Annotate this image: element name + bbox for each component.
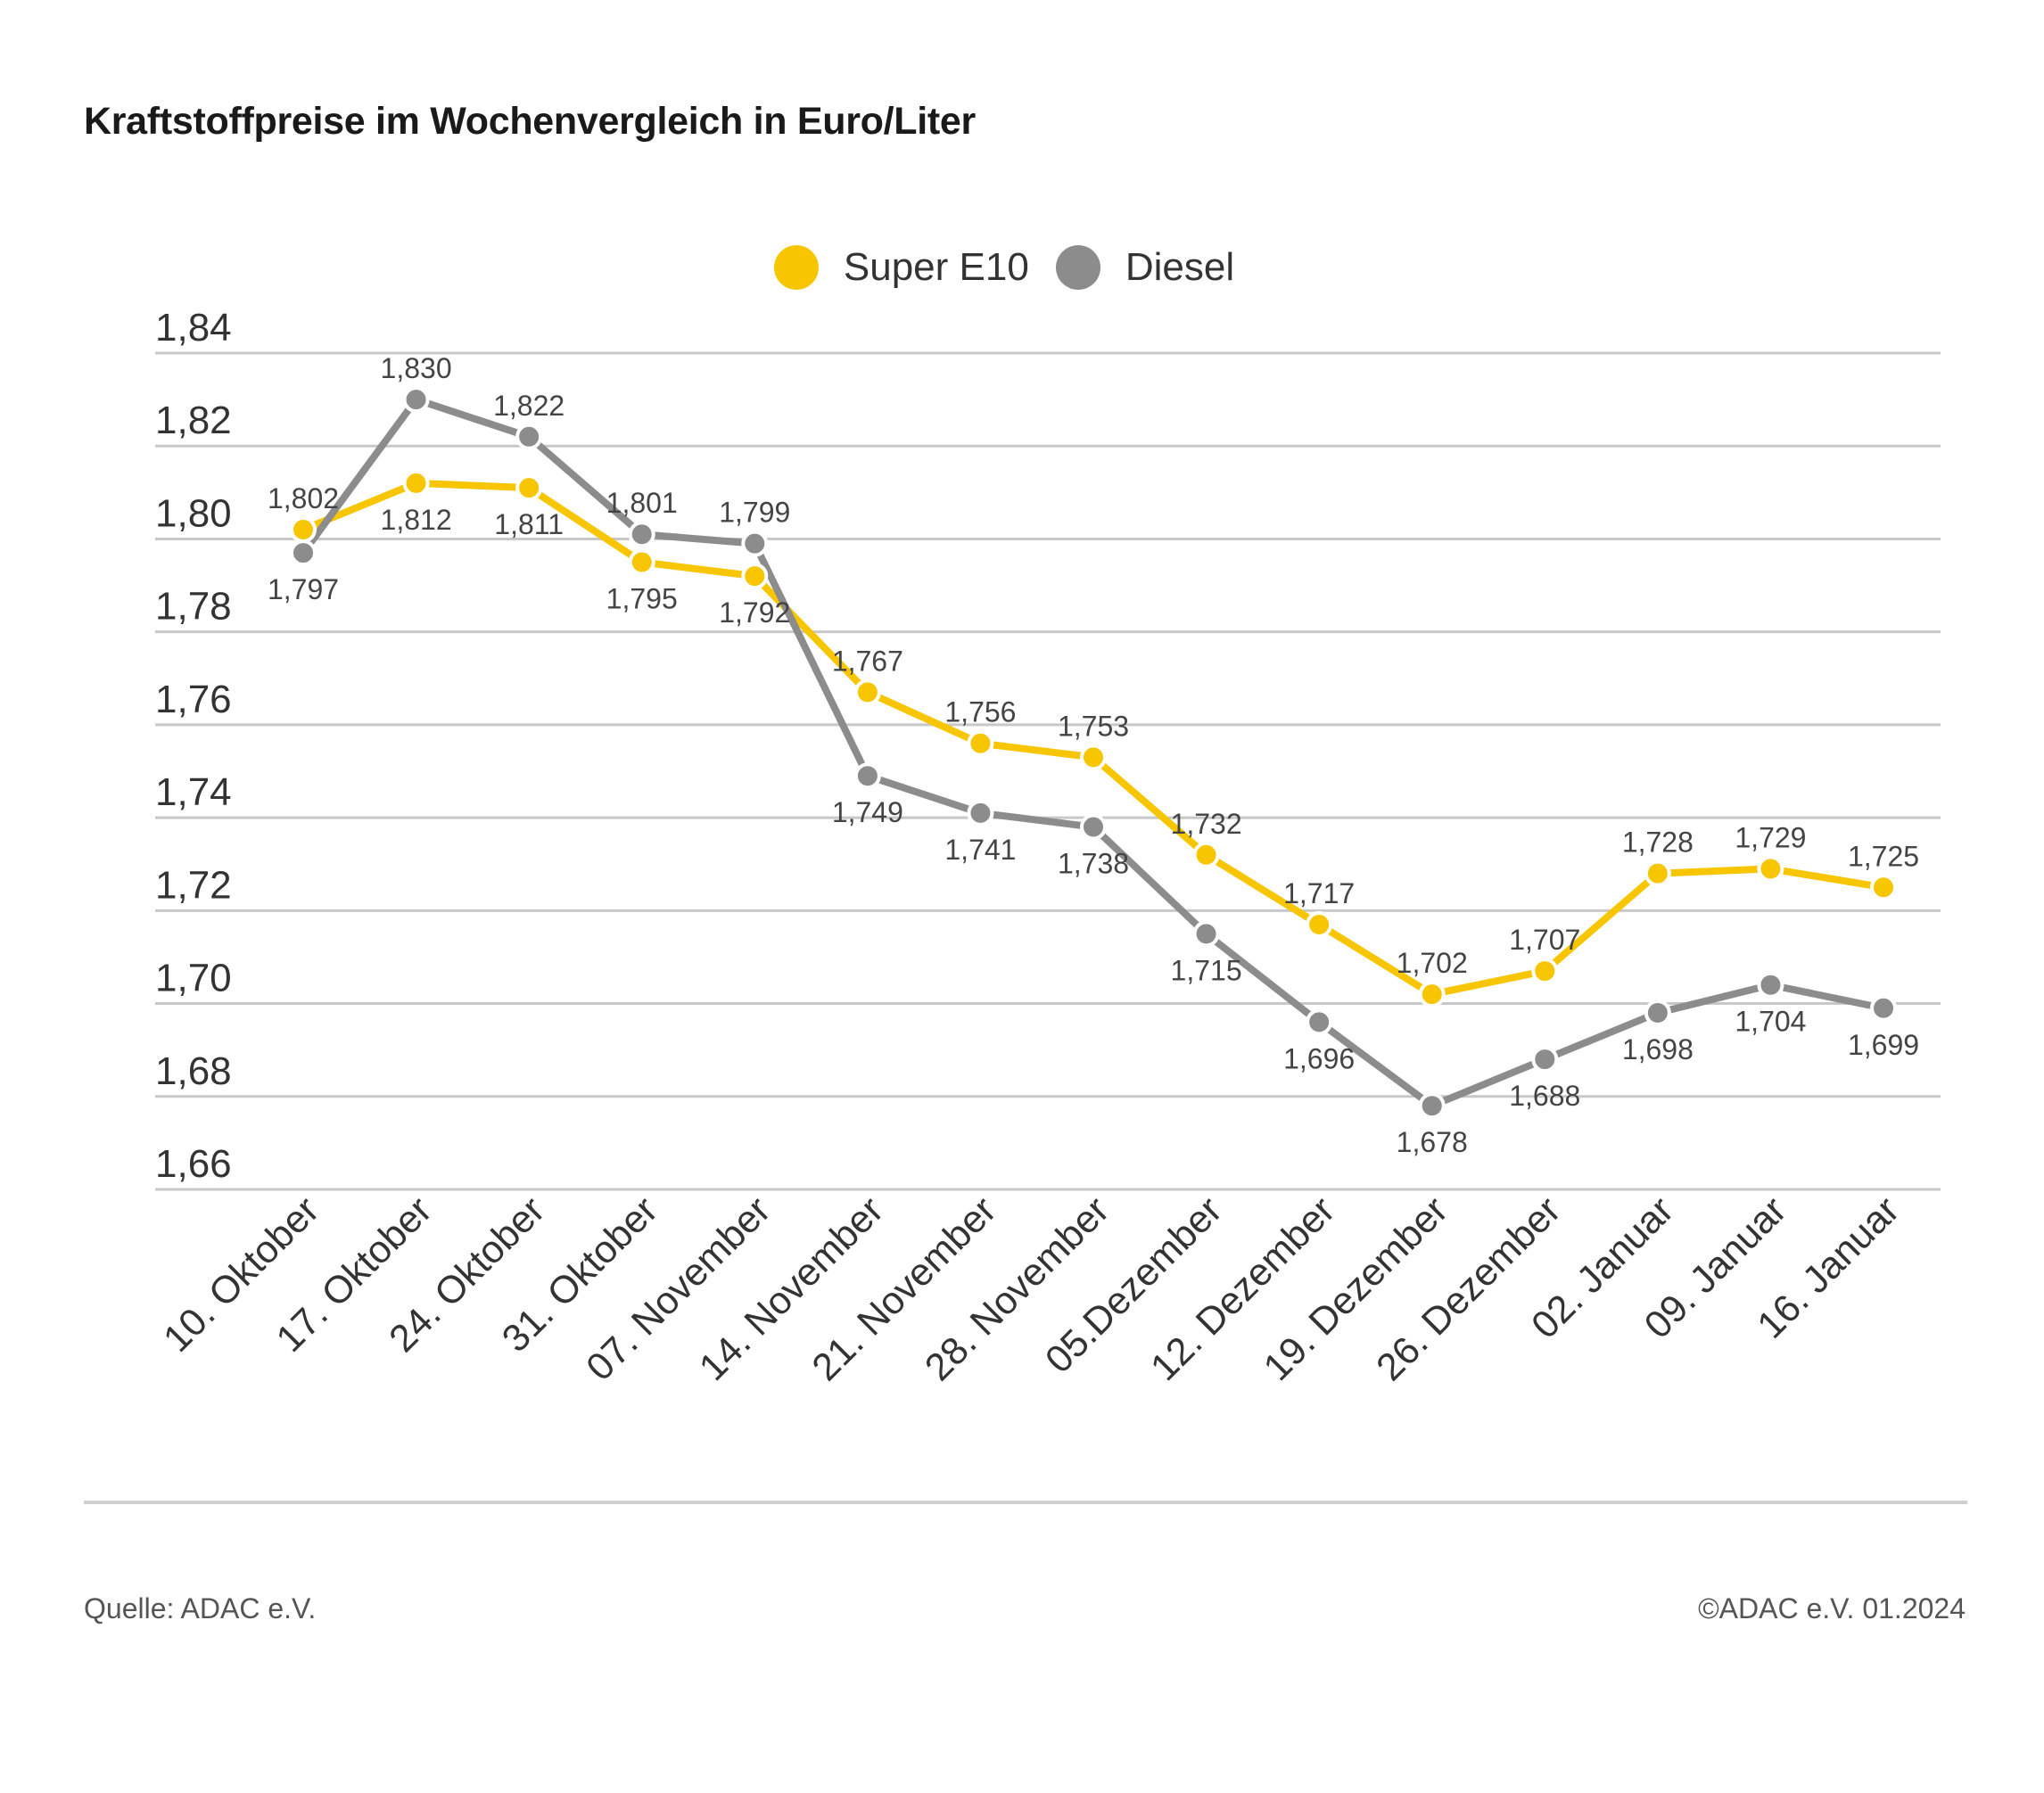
- legend-marker-super: [773, 245, 819, 290]
- y-tick-label: 1,68: [155, 1049, 232, 1093]
- y-tick-label: 1,66: [155, 1142, 232, 1186]
- y-tick-label: 1,76: [155, 678, 232, 721]
- data-point-super: [628, 548, 655, 576]
- y-tick-label: 1,82: [155, 399, 232, 442]
- y-tick-label: 1,84: [155, 306, 232, 350]
- data-point-diesel: [741, 530, 769, 557]
- data-point-super: [1192, 841, 1220, 868]
- legend-item-diesel: Diesel: [1055, 245, 1235, 290]
- data-point-diesel: [290, 539, 317, 567]
- data-label-diesel: 1,699: [1848, 1029, 1919, 1061]
- data-label-diesel: 1,738: [1058, 848, 1129, 880]
- data-point-super: [1757, 855, 1784, 883]
- data-point-diesel: [1870, 994, 1897, 1022]
- data-label-diesel: 1,822: [493, 390, 565, 422]
- data-point-super: [1080, 744, 1107, 771]
- data-point-diesel: [515, 423, 543, 450]
- data-point-diesel: [1080, 813, 1107, 841]
- y-tick-label: 1,80: [155, 491, 232, 535]
- chart-title: Kraftstoffpreise im Wochenvergleich in E…: [84, 100, 976, 143]
- data-label-diesel: 1,688: [1509, 1080, 1580, 1112]
- data-label-super: 1,802: [268, 482, 339, 514]
- data-label-diesel: 1,749: [832, 796, 903, 828]
- data-point-diesel: [1418, 1092, 1446, 1120]
- data-point-super: [741, 563, 769, 590]
- data-point-diesel: [1192, 920, 1220, 948]
- data-label-super: 1,795: [606, 583, 678, 615]
- data-label-diesel: 1,704: [1735, 1006, 1806, 1038]
- data-label-diesel: 1,830: [381, 352, 452, 384]
- data-label-super: 1,756: [944, 696, 1016, 728]
- data-label-diesel: 1,698: [1622, 1033, 1694, 1065]
- data-label-diesel: 1,678: [1397, 1126, 1468, 1158]
- y-tick-label: 1,72: [155, 863, 232, 907]
- chart-legend: Super E10 Diesel: [0, 245, 2026, 290]
- data-point-diesel: [402, 386, 430, 414]
- legend-marker-diesel: [1055, 245, 1100, 290]
- data-label-super: 1,702: [1397, 947, 1468, 979]
- data-point-diesel: [967, 799, 994, 827]
- data-label-diesel: 1,741: [944, 834, 1016, 866]
- source-note: Quelle: ADAC e.V.: [84, 1592, 317, 1624]
- data-point-diesel: [853, 762, 881, 790]
- y-tick-label: 1,70: [155, 957, 232, 1000]
- data-point-super: [1644, 859, 1671, 887]
- data-point-super: [515, 474, 543, 502]
- data-label-super: 1,811: [494, 508, 564, 540]
- data-label-super: 1,792: [719, 596, 790, 629]
- data-point-diesel: [1644, 999, 1671, 1026]
- data-label-super: 1,812: [381, 504, 452, 536]
- data-point-diesel: [1306, 1008, 1333, 1036]
- data-point-super: [402, 469, 430, 497]
- data-label-diesel: 1,797: [268, 573, 339, 605]
- data-label-super: 1,728: [1622, 827, 1694, 859]
- data-label-diesel: 1,799: [719, 497, 790, 529]
- data-point-diesel: [1757, 971, 1784, 999]
- line-chart: 1,84 1,82 1,80 1,78 1,76 1,74 1,72 1,70 1,68 1,66…: [155, 306, 1941, 1389]
- data-point-diesel: [1531, 1046, 1559, 1073]
- y-tick-label: 1,74: [155, 770, 232, 814]
- legend-item-super: Super E10: [773, 245, 1029, 290]
- data-label-super: 1,753: [1058, 710, 1129, 742]
- data-point-super: [1531, 958, 1559, 985]
- data-point-super: [1870, 874, 1897, 901]
- copyright-note: ©ADAC e.V. 01.2024: [1698, 1592, 1966, 1624]
- data-label-diesel: 1,715: [1171, 954, 1242, 986]
- data-point-super: [1418, 981, 1446, 1008]
- legend-label-super: Super E10: [843, 245, 1029, 289]
- legend-label-diesel: Diesel: [1125, 245, 1235, 289]
- data-point-super: [290, 516, 317, 544]
- data-label-super: 1,732: [1171, 808, 1242, 840]
- data-label-diesel: 1,696: [1283, 1042, 1355, 1074]
- y-tick-label: 1,78: [155, 585, 232, 629]
- data-label-super: 1,707: [1509, 924, 1580, 956]
- data-point-super: [967, 729, 994, 757]
- data-point-super: [853, 679, 881, 706]
- data-point-super: [1306, 910, 1333, 938]
- data-label-super: 1,717: [1283, 877, 1355, 909]
- footer-divider: [84, 1501, 1967, 1504]
- data-label-super: 1,767: [832, 645, 903, 677]
- data-label-super: 1,729: [1735, 821, 1806, 853]
- data-label-diesel: 1,801: [606, 487, 678, 519]
- data-label-super: 1,725: [1848, 840, 1919, 872]
- data-point-diesel: [628, 521, 655, 548]
